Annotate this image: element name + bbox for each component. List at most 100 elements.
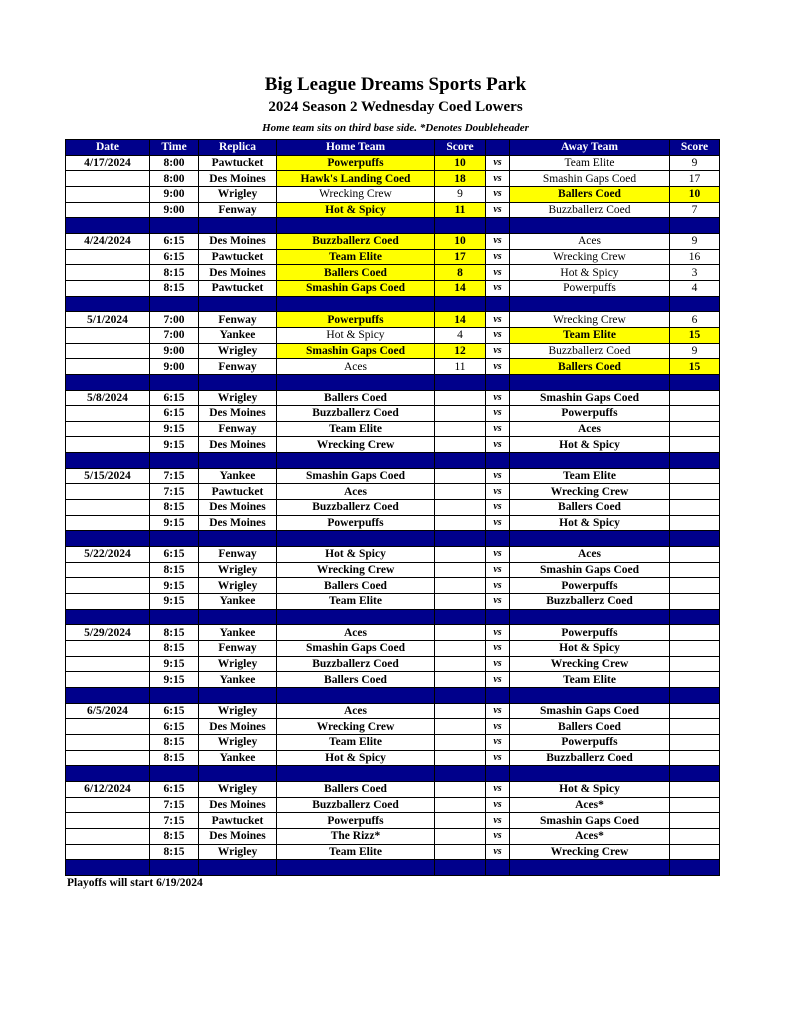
date-cell bbox=[65, 640, 150, 657]
home-score-cell: 12 bbox=[434, 342, 486, 360]
home-team-cell: Hot & Spicy bbox=[276, 546, 435, 563]
vs-cell: vs bbox=[485, 499, 510, 516]
separator-cell bbox=[485, 859, 510, 876]
replica-field-cell: Wrigley bbox=[198, 843, 277, 861]
separator-cell bbox=[509, 530, 670, 548]
time-cell: 9:15 bbox=[149, 420, 199, 438]
away-score-cell bbox=[669, 671, 720, 688]
home-team-cell: Wrecking Crew bbox=[276, 718, 435, 735]
table-row: 8:15 Wrigley Team Elite vs Wrecking Crew bbox=[65, 843, 720, 861]
replica-field-cell: Des Moines bbox=[198, 170, 277, 187]
table-row: 9:00 Fenway Hot & Spicy 11 vs Buzzballerz Coe… bbox=[65, 201, 720, 219]
time-cell: 7:00 bbox=[149, 326, 199, 344]
home-score-cell bbox=[434, 420, 486, 438]
home-team-cell: Powerpuffs bbox=[276, 514, 435, 532]
table-row: 8:15 Fenway Smashin Gaps Coed vs Hot & Spicy bbox=[65, 640, 720, 657]
table-row: 8:15 Wrigley Team Elite vs Powerpuffs bbox=[65, 733, 720, 751]
vs-cell: vs bbox=[485, 827, 510, 845]
away-score-cell bbox=[669, 733, 720, 751]
away-score-cell bbox=[669, 483, 720, 501]
away-team-cell: Wrecking Crew bbox=[509, 311, 670, 328]
vs-cell: vs bbox=[485, 843, 510, 861]
time-cell: 8:15 bbox=[149, 279, 199, 297]
separator-cell bbox=[198, 295, 277, 313]
date-cell: 4/24/2024 bbox=[65, 232, 150, 250]
separator-cell bbox=[485, 217, 510, 234]
away-score-cell: 16 bbox=[669, 248, 720, 266]
time-cell: 8:15 bbox=[149, 640, 199, 657]
column-header-home-score: Score bbox=[434, 139, 486, 156]
home-score-cell bbox=[434, 640, 486, 657]
vs-cell: vs bbox=[485, 593, 510, 610]
vs-cell: vs bbox=[485, 248, 510, 266]
replica-field-cell: Wrigley bbox=[198, 389, 277, 407]
date-cell bbox=[65, 405, 150, 422]
time-cell: 8:15 bbox=[149, 624, 199, 641]
column-header-time: Time bbox=[149, 139, 199, 156]
table-row: 6:15 Des Moines Buzzballerz Coed vs Powerpuf… bbox=[65, 405, 720, 422]
vs-cell: vs bbox=[485, 655, 510, 673]
separator-cell bbox=[669, 295, 720, 313]
home-team-cell: Aces bbox=[276, 483, 435, 501]
home-score-cell bbox=[434, 499, 486, 516]
separator-cell bbox=[434, 530, 486, 548]
home-score-cell bbox=[434, 780, 486, 798]
date-cell bbox=[65, 264, 150, 281]
replica-field-cell: Des Moines bbox=[198, 405, 277, 422]
date-cell bbox=[65, 342, 150, 360]
table-row: 9:15 Wrigley Ballers Coed vs Powerpuffs bbox=[65, 577, 720, 595]
away-score-cell bbox=[669, 796, 720, 814]
separator-row bbox=[65, 859, 720, 876]
separator-cell bbox=[485, 295, 510, 313]
home-team-cell: Ballers Coed bbox=[276, 577, 435, 595]
separator-cell bbox=[149, 217, 199, 234]
away-team-cell: Smashin Gaps Coed bbox=[509, 702, 670, 720]
away-team-cell: Buzzballerz Coed bbox=[509, 342, 670, 360]
separator-cell bbox=[65, 765, 150, 782]
away-score-cell: 7 bbox=[669, 201, 720, 219]
away-score-cell: 9 bbox=[669, 232, 720, 250]
replica-field-cell: Wrigley bbox=[198, 655, 277, 673]
separator-cell bbox=[509, 859, 670, 876]
vs-cell: vs bbox=[485, 405, 510, 422]
vs-cell: vs bbox=[485, 201, 510, 219]
separator-cell bbox=[149, 452, 199, 469]
separator-cell bbox=[149, 373, 199, 391]
separator-cell bbox=[509, 608, 670, 626]
table-row: 9:15 Wrigley Buzzballerz Coed vs Wrecking Cr… bbox=[65, 655, 720, 673]
date-cell bbox=[65, 514, 150, 532]
date-cell bbox=[65, 671, 150, 688]
separator-row bbox=[65, 608, 720, 626]
home-score-cell: 11 bbox=[434, 358, 486, 375]
time-cell: 9:00 bbox=[149, 185, 199, 203]
time-cell: 9:15 bbox=[149, 514, 199, 532]
replica-field-cell: Wrigley bbox=[198, 733, 277, 751]
vs-cell: vs bbox=[485, 326, 510, 344]
vs-cell: vs bbox=[485, 154, 510, 172]
home-score-cell: 14 bbox=[434, 311, 486, 328]
separator-cell bbox=[65, 452, 150, 469]
column-header-away-score: Score bbox=[669, 139, 720, 156]
separator-cell bbox=[65, 608, 150, 626]
away-team-cell: Ballers Coed bbox=[509, 358, 670, 375]
home-score-cell: 8 bbox=[434, 264, 486, 281]
separator-cell bbox=[198, 373, 277, 391]
vs-cell: vs bbox=[485, 264, 510, 281]
time-cell: 8:15 bbox=[149, 827, 199, 845]
home-team-cell: Powerpuffs bbox=[276, 812, 435, 829]
away-team-cell: Team Elite bbox=[509, 467, 670, 485]
home-team-cell: Team Elite bbox=[276, 593, 435, 610]
separator-cell bbox=[276, 530, 435, 548]
date-cell bbox=[65, 420, 150, 438]
separator-cell bbox=[276, 295, 435, 313]
date-cell bbox=[65, 358, 150, 375]
separator-cell bbox=[65, 859, 150, 876]
table-row: 8:00 Des Moines Hawk's Landing Coed 18 vs Sma… bbox=[65, 170, 720, 187]
away-score-cell bbox=[669, 467, 720, 485]
vs-cell: vs bbox=[485, 561, 510, 579]
date-cell bbox=[65, 326, 150, 344]
home-team-cell: Aces bbox=[276, 702, 435, 720]
time-cell: 9:15 bbox=[149, 655, 199, 673]
away-team-cell: Buzzballerz Coed bbox=[509, 593, 670, 610]
vs-cell: vs bbox=[485, 358, 510, 375]
